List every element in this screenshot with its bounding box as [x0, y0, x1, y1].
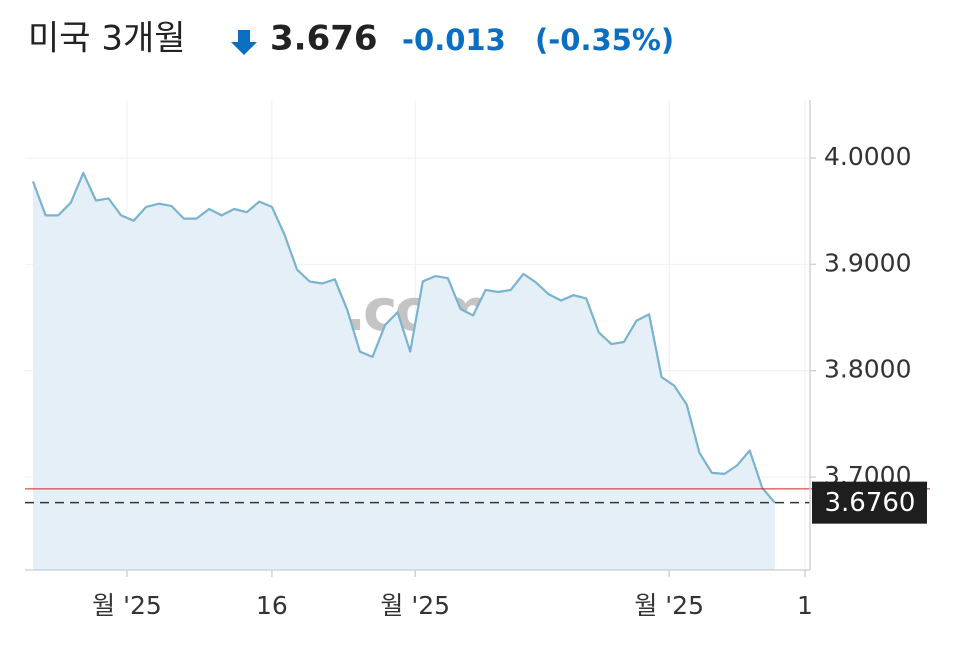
- x-tick-label: 월 '25: [634, 591, 704, 620]
- last-price-box: [812, 481, 927, 524]
- x-tick-label: 16: [256, 591, 288, 620]
- x-tick-label: 1: [797, 591, 813, 620]
- last-price-label: 3.6760: [825, 488, 916, 518]
- change-percent: (-0.35%): [535, 23, 674, 57]
- y-tick-label: 3.8000: [824, 355, 911, 384]
- instrument-name: 미국 3개월: [28, 19, 186, 59]
- area: [33, 172, 775, 570]
- y-tick-label: 3.9000: [824, 248, 911, 277]
- price: 3.676: [270, 19, 378, 59]
- change: -0.013: [402, 23, 506, 57]
- down-arrow: [231, 30, 257, 55]
- x-tick-label: 월 '25: [380, 591, 450, 620]
- line: [31, 171, 776, 504]
- x-tick-label: 월 '25: [92, 591, 162, 620]
- y-tick-label: 4.0000: [824, 142, 911, 171]
